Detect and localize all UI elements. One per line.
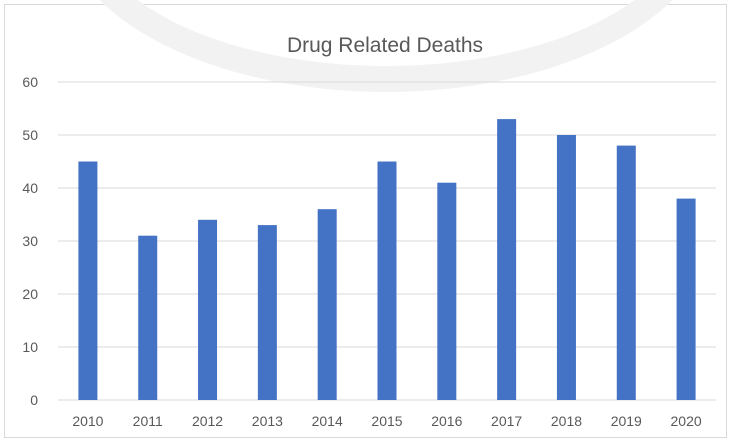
- bar-2018: [556, 135, 576, 400]
- x-tick-label: 2011: [133, 413, 163, 429]
- bar-2015: [377, 161, 397, 400]
- bar-2013: [257, 225, 277, 400]
- x-tick-label: 2012: [192, 413, 223, 429]
- bar-2017: [497, 119, 517, 400]
- x-tick-label: 2016: [431, 413, 462, 429]
- y-tick-label: 10: [22, 339, 38, 355]
- y-tick-label: 50: [22, 127, 38, 143]
- y-axis-ticks: 0 10 20 30 40 50 60: [22, 74, 38, 408]
- x-tick-label: 2013: [252, 413, 283, 429]
- bar-2016: [437, 182, 457, 400]
- bar-2020: [676, 198, 696, 400]
- y-tick-label: 30: [22, 233, 38, 249]
- bar-2010: [78, 161, 98, 400]
- x-tick-label: 2010: [72, 413, 103, 429]
- y-tick-label: 0: [30, 392, 38, 408]
- y-tick-label: 40: [22, 180, 38, 196]
- x-tick-label: 2015: [371, 413, 402, 429]
- y-tick-label: 60: [22, 74, 38, 90]
- x-tick-label: 2014: [312, 413, 343, 429]
- y-tick-label: 20: [22, 286, 38, 302]
- x-tick-label: 2017: [491, 413, 522, 429]
- bar-2014: [317, 209, 337, 400]
- x-tick-label: 2018: [551, 413, 582, 429]
- bar-2019: [616, 145, 636, 400]
- chart-title: Drug Related Deaths: [287, 34, 483, 57]
- x-tick-label: 2019: [611, 413, 642, 429]
- bars: [78, 119, 696, 400]
- bar-2012: [198, 219, 218, 400]
- x-tick-label: 2020: [671, 413, 702, 429]
- bar-2011: [138, 235, 158, 400]
- x-axis-ticks: 2010 2011 2012 2013 2014 2015 2016 2017 2018 2019…: [72, 413, 702, 429]
